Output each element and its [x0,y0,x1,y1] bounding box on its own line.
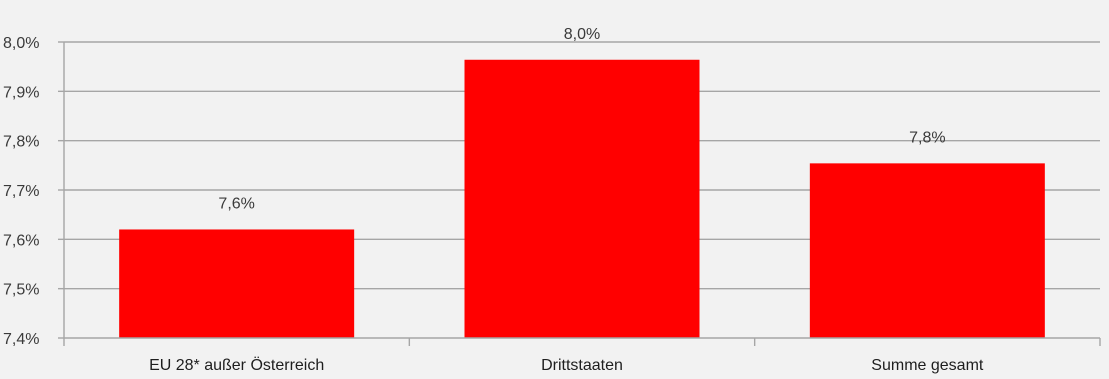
bar [809,163,1045,338]
y-tick-label: 7,4% [3,331,39,348]
y-tick-label: 7,7% [3,183,39,200]
y-tick-label: 7,9% [3,84,39,101]
x-axis-category-labels: EU 28* außer Österreich Drittstaaten Summe… [149,356,984,374]
bar [119,229,355,338]
x-axis [63,337,1101,346]
category-label: EU 28* außer Österreich [149,356,324,374]
y-tick-label: 8,0% [3,35,39,52]
category-label: Summe gesamt [871,357,984,374]
data-label: 7,8% [909,129,945,146]
data-label: 7,6% [218,195,254,212]
data-label: 8,0% [564,26,600,43]
y-tick-label: 7,6% [3,232,39,249]
y-tick-label: 7,5% [3,282,39,299]
bar [464,59,700,338]
category-label: Drittstaaten [541,357,623,374]
data-labels: 7,6% 8,0% 7,8% [218,26,945,213]
y-tick-label: 7,8% [3,134,39,151]
y-axis-tick-labels: 7,4% 7,5% 7,6% 7,7% 7,8% 7,9% 8,0% [3,35,64,348]
bars [119,59,1045,338]
